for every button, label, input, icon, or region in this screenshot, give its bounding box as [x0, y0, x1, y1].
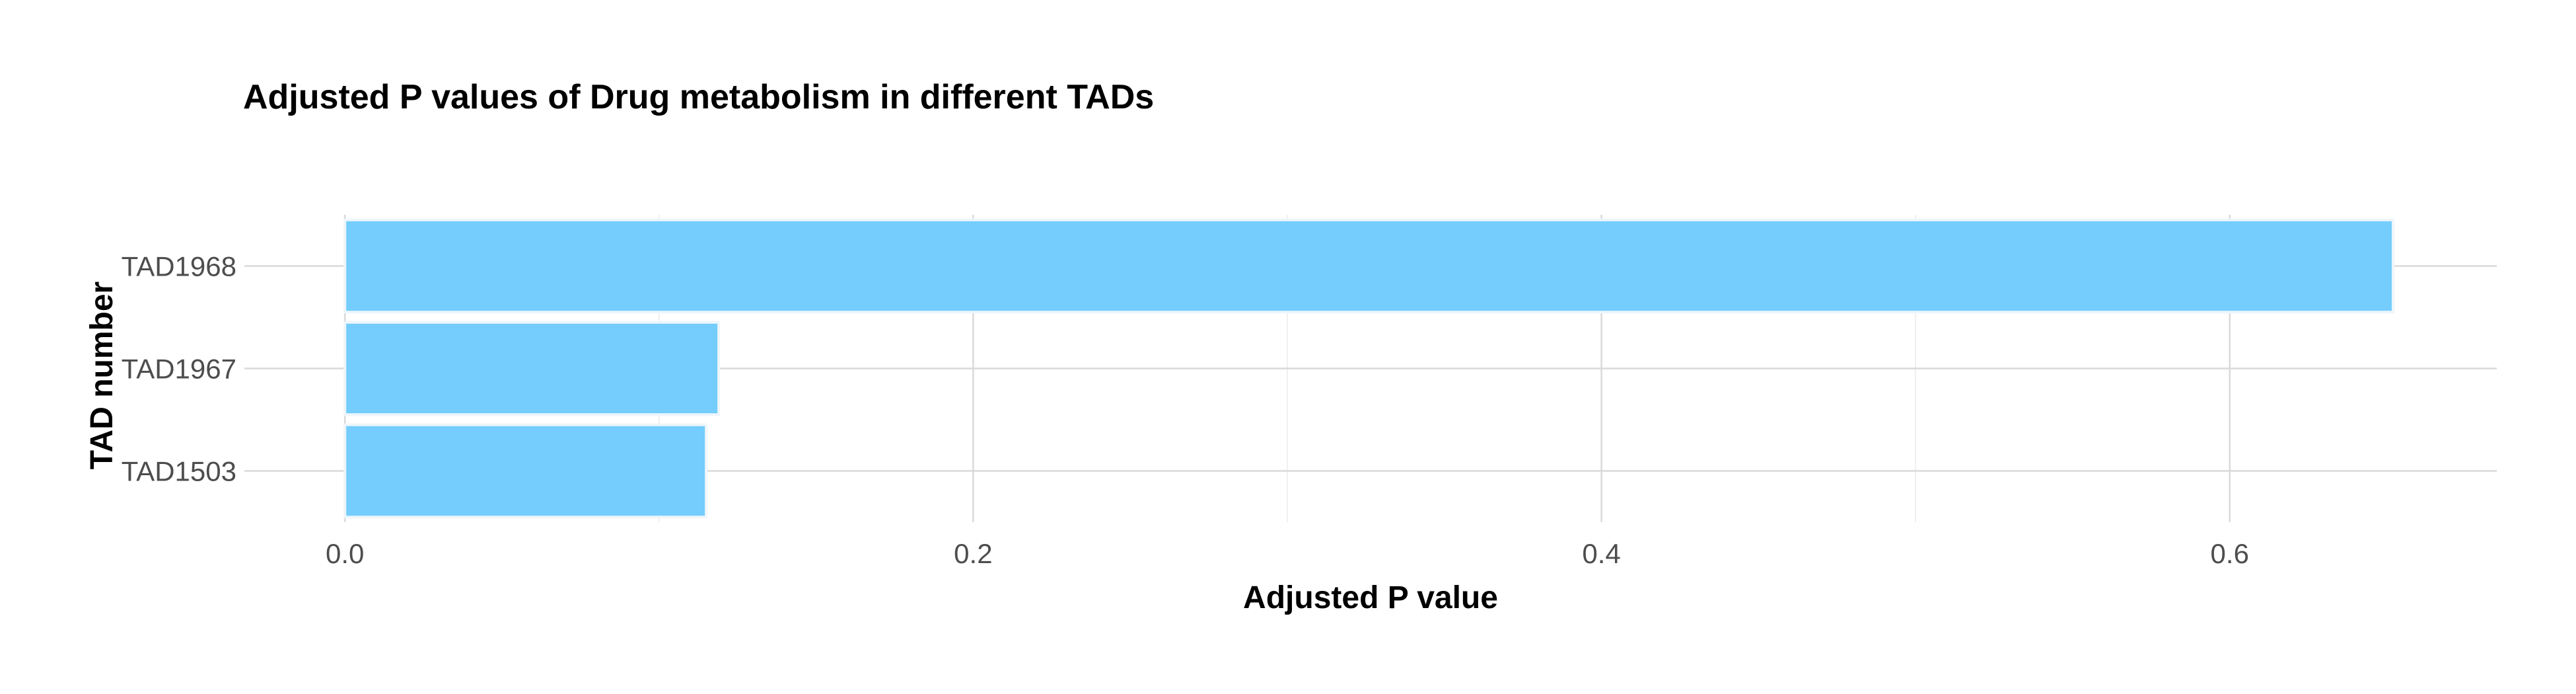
x-tick-label: 0.0: [326, 538, 364, 569]
y-tick-labels: TAD1968 TAD1967 TAD1503: [122, 251, 236, 487]
y-tick-label: TAD1968: [122, 251, 236, 282]
x-tick-label: 0.6: [2211, 538, 2249, 569]
y-tick-label: TAD1967: [122, 354, 236, 385]
bar-tad1503: [343, 423, 708, 519]
y-axis-title: TAD number: [85, 282, 120, 469]
x-tick-labels: 0.0 0.2 0.4 0.6: [326, 538, 2249, 569]
x-axis-title: Adjusted P value: [1243, 580, 1498, 615]
y-tick-label: TAD1503: [122, 456, 236, 487]
bar-tad1968: [343, 218, 2395, 314]
x-tick-label: 0.4: [1582, 538, 1620, 569]
bars: [343, 218, 2395, 519]
chart-title: Adjusted P values of Drug metabolism in …: [243, 78, 1154, 116]
x-tick-label: 0.2: [954, 538, 992, 569]
bar-tad1967: [343, 321, 721, 416]
